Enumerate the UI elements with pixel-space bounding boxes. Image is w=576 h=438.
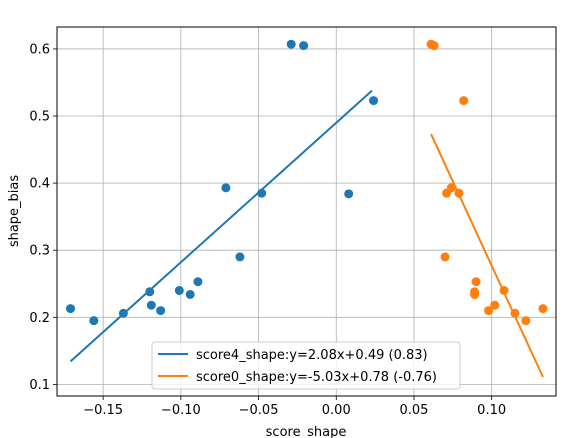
- data-point-score4_shape: [89, 316, 99, 326]
- data-point-score4_shape: [145, 287, 155, 297]
- data-point-score4_shape: [146, 300, 156, 310]
- data-point-score0_shape: [446, 183, 456, 193]
- data-point-score0_shape: [470, 287, 480, 297]
- data-point-score4_shape: [174, 285, 184, 295]
- x-tick-label: −0.05: [239, 403, 279, 418]
- data-point-score4_shape: [286, 39, 296, 49]
- y-tick-label: 0.4: [29, 177, 50, 192]
- data-point-score0_shape: [499, 285, 509, 295]
- data-point-score4_shape: [299, 41, 309, 51]
- data-point-score0_shape: [510, 308, 520, 318]
- y-tick-label: 0.1: [29, 378, 50, 393]
- data-point-score0_shape: [454, 188, 464, 198]
- data-point-score4_shape: [66, 304, 76, 314]
- data-point-score4_shape: [235, 252, 245, 262]
- y-tick-label: 0.2: [29, 311, 50, 326]
- data-point-score4_shape: [221, 183, 231, 193]
- x-tick-label: 0.05: [399, 403, 428, 418]
- data-point-score4_shape: [369, 96, 379, 106]
- y-tick-label: 0.3: [29, 244, 50, 259]
- plot-area-frame: [56, 26, 557, 397]
- data-point-score0_shape: [521, 316, 531, 326]
- x-tick-label: 0.00: [322, 403, 351, 418]
- legend-box: [151, 341, 461, 390]
- data-point-score4_shape: [257, 188, 267, 198]
- data-point-score0_shape: [471, 277, 481, 287]
- data-point-score4_shape: [118, 308, 128, 318]
- data-point-score4_shape: [344, 189, 354, 199]
- y-tick-label: 0.5: [29, 110, 50, 125]
- grid-lines: [57, 27, 556, 396]
- data-point-score0_shape: [440, 252, 450, 262]
- data-point-score4_shape: [193, 277, 203, 287]
- data-points: [66, 39, 548, 326]
- data-point-score0_shape: [484, 306, 494, 316]
- x-axis-label: score_shape: [266, 425, 347, 438]
- y-axis-label: shape_bias: [7, 175, 22, 248]
- data-point-score4_shape: [185, 289, 195, 299]
- fit-line-score0_shape: [430, 133, 544, 378]
- data-point-score0_shape: [459, 96, 469, 106]
- data-point-score0_shape: [429, 41, 439, 51]
- data-point-score4_shape: [156, 306, 166, 316]
- data-point-score0_shape: [538, 304, 548, 314]
- y-tick-label: 0.6: [29, 42, 50, 57]
- x-tick-label: −0.10: [161, 403, 201, 418]
- x-tick-label: 0.10: [477, 403, 506, 418]
- legend-label-score0: score0_shape:y=-5.03x+0.78 (-0.76): [196, 370, 437, 385]
- legend-label-score4: score4_shape:y=2.08x+0.49 (0.83): [196, 348, 428, 363]
- axis-ticks: −0.15 −0.10 −0.05 0.00 0.05 0.10 0.1 0.2 0.3 0.4 0…: [29, 42, 506, 418]
- data-point-score0_shape: [490, 300, 500, 310]
- legend: score4_shape:y=2.08x+0.49 (0.83) score0_…: [151, 341, 461, 390]
- x-tick-label: −0.15: [83, 403, 123, 418]
